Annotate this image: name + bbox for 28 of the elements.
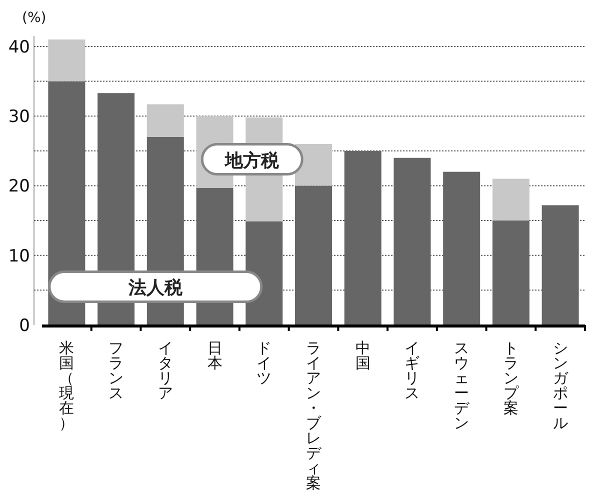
bar [542,205,579,325]
x-tick-label: トランプ案 [503,339,520,417]
bar [492,178,530,221]
x-tick-label: シンガポール [552,339,569,432]
y-tick-label: 40 [8,37,30,58]
y-tick-label: 10 [8,246,30,266]
x-tick-label: イギリス [404,339,420,402]
bar [344,150,382,325]
series-label: 法人税 [127,278,184,299]
bar [146,104,184,137]
x-tick-label: ドイツ [256,339,272,387]
y-tick-label: 0 [19,316,30,336]
x-tick-label: スウェーデン [454,339,470,432]
bar [492,220,530,325]
series-label: 地方税 [224,150,280,172]
x-tick-label: イタリア [158,339,173,402]
x-tick-label: 米国（現在） [59,339,74,432]
x-tick-label: 中国 [355,339,370,372]
bar [295,186,332,325]
category-label: ライアン・ブレディ案 [306,339,321,492]
y-tick-label: 30 [8,107,30,128]
bar [48,39,86,82]
bar [443,172,480,325]
x-tick-label: フランス [108,339,124,402]
y-tick-label: 20 [8,176,30,197]
y-axis-title: (%) [22,10,46,26]
bar [394,158,431,325]
x-tick-label: 日本 [207,339,222,372]
